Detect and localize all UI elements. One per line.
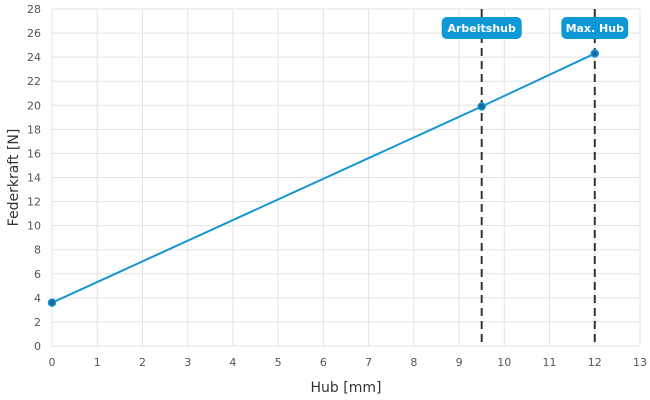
y-tick-label: 24 [27, 51, 41, 64]
y-tick-label: 6 [34, 268, 41, 281]
y-tick-label: 4 [34, 292, 41, 305]
x-tick-label: 3 [184, 356, 191, 369]
x-tick-label: 10 [497, 356, 511, 369]
y-tick-label: 8 [34, 244, 41, 257]
grid [51, 8, 641, 347]
x-tick-label: 6 [320, 356, 327, 369]
x-tick-label: 4 [229, 356, 236, 369]
y-tick-label: 18 [27, 123, 41, 136]
x-tick-label: 5 [275, 356, 282, 369]
y-axis-title: Federkraft [N] [6, 129, 22, 227]
x-axis-title: Hub [mm] [311, 380, 382, 396]
y-tick-label: 10 [27, 220, 41, 233]
x-tick-label: 8 [410, 356, 417, 369]
y-tick-label: 28 [27, 3, 41, 16]
stroke-marker-label-box [441, 17, 522, 39]
stroke-marker-label-box [561, 17, 629, 39]
y-tick-label: 16 [27, 147, 41, 160]
x-tick-label: 1 [94, 356, 101, 369]
y-tick-label: 2 [34, 316, 41, 329]
x-tick-labels: 0 1 2 3 4 5 6 7 8 9 10 11 12 13 [49, 356, 648, 369]
y-tick-label: 22 [27, 75, 41, 88]
y-tick-label: 20 [27, 99, 41, 112]
x-tick-label: 0 [49, 356, 56, 369]
x-tick-label: 13 [633, 356, 647, 369]
x-tick-label: 11 [543, 356, 557, 369]
x-tick-label: 7 [365, 356, 372, 369]
x-tick-label: 9 [456, 356, 463, 369]
data-point [477, 102, 486, 111]
y-tick-label: 26 [27, 27, 41, 40]
y-tick-label: 0 [34, 340, 41, 353]
stroke-markers [480, 9, 596, 346]
data-point [47, 298, 57, 307]
series-group [47, 49, 600, 307]
x-tick-label: 12 [588, 356, 602, 369]
stroke-marker-label: Max. Hub [566, 22, 625, 35]
stroke-marker-label: Arbeitshub [447, 22, 516, 35]
data-point [590, 49, 600, 58]
y-tick-label: 14 [27, 172, 41, 185]
stroke-marker-labels: Arbeitshub Max. Hub [441, 17, 629, 39]
x-tick-label: 2 [139, 356, 146, 369]
y-tick-label: 12 [27, 196, 41, 209]
